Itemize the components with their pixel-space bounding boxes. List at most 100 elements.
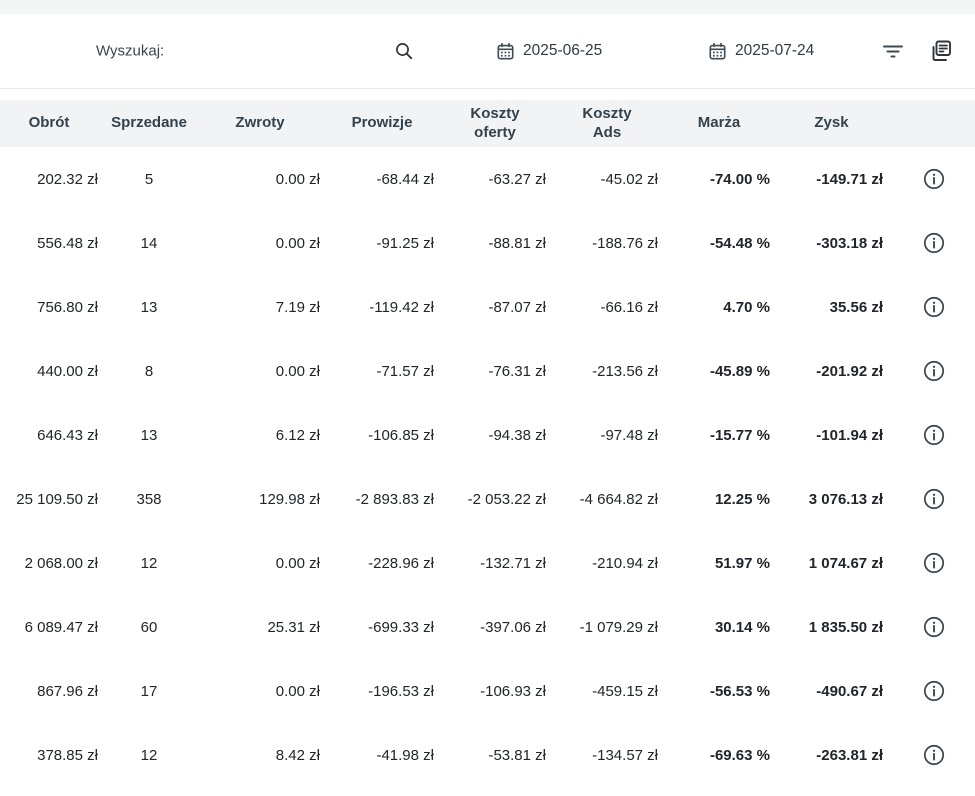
info-button[interactable] bbox=[923, 232, 945, 254]
table-row: 556.48 zł 14 0.00 zł -91.25 zł -88.81 zł… bbox=[0, 211, 975, 275]
info-button[interactable] bbox=[923, 744, 945, 766]
cell-prowizje: -699.33 zł bbox=[368, 618, 434, 636]
cell-obrot: 2 068.00 zł bbox=[24, 554, 98, 572]
calendar-icon bbox=[709, 42, 726, 60]
cell-koszty-ads: -134.57 zł bbox=[592, 746, 658, 764]
date-to-value: 2025-07-24 bbox=[735, 42, 815, 59]
cell-obrot: 556.48 zł bbox=[37, 234, 98, 252]
cell-sprzedane: 8 bbox=[144, 362, 154, 380]
cell-prowizje: -91.25 zł bbox=[376, 234, 434, 252]
cell-koszty-ads: -97.48 zł bbox=[600, 426, 658, 444]
cell-koszty-ads: -66.16 zł bbox=[600, 298, 658, 316]
cell-prowizje: -119.42 zł bbox=[369, 298, 434, 316]
cell-sprzedane: 13 bbox=[140, 298, 158, 316]
cell-info bbox=[893, 275, 975, 339]
info-button[interactable] bbox=[923, 616, 945, 638]
info-icon bbox=[923, 680, 945, 702]
top-strip bbox=[0, 0, 975, 14]
cell-koszty-ads: -4 664.82 zł bbox=[579, 490, 658, 508]
table-row: 646.43 zł 13 6.12 zł -106.85 zł -94.38 z… bbox=[0, 403, 975, 467]
cell-prowizje: -106.85 zł bbox=[368, 426, 434, 444]
cell-obrot: 202.32 zł bbox=[37, 170, 98, 188]
column-header-zwroty[interactable]: Zwroty bbox=[235, 114, 285, 132]
cell-info bbox=[893, 403, 975, 467]
search-icon bbox=[394, 41, 414, 61]
cell-zysk: -101.94 zł bbox=[816, 426, 883, 444]
cell-prowizje: -228.96 zł bbox=[368, 554, 434, 572]
column-header-koszty-oferty[interactable]: Koszty oferty bbox=[470, 104, 520, 141]
column-header-prowizje[interactable]: Prowizje bbox=[351, 114, 413, 132]
info-button[interactable] bbox=[923, 360, 945, 382]
column-header-zysk[interactable]: Zysk bbox=[814, 114, 849, 132]
column-header-obrot[interactable]: Obrót bbox=[28, 114, 70, 132]
cell-koszty-oferty: -87.07 zł bbox=[488, 298, 546, 316]
cell-sprzedane: 12 bbox=[140, 746, 158, 764]
cell-marza: 4.70 % bbox=[723, 298, 770, 316]
cell-koszty-oferty: -94.38 zł bbox=[488, 426, 546, 444]
cell-koszty-ads: -1 079.29 zł bbox=[579, 618, 658, 636]
cell-obrot: 756.80 zł bbox=[37, 298, 98, 316]
info-button[interactable] bbox=[923, 680, 945, 702]
cell-info bbox=[893, 659, 975, 723]
cell-info bbox=[893, 531, 975, 595]
cell-prowizje: -2 893.83 zł bbox=[355, 490, 434, 508]
cell-marza: 12.25 % bbox=[714, 490, 770, 508]
cell-obrot: 440.00 zł bbox=[37, 362, 98, 380]
table-row: 756.80 zł 13 7.19 zł -119.42 zł -87.07 z… bbox=[0, 275, 975, 339]
cell-marza: 30.14 % bbox=[714, 618, 770, 636]
table-header-row: Obrót Sprzedane Zwroty Prowizje Koszty o… bbox=[0, 100, 975, 147]
column-header-sprzedane[interactable]: Sprzedane bbox=[111, 114, 187, 132]
info-button[interactable] bbox=[923, 552, 945, 574]
date-to-picker[interactable]: 2025-07-24 bbox=[709, 42, 814, 60]
cell-koszty-ads: -213.56 zł bbox=[592, 362, 658, 380]
cell-info bbox=[893, 595, 975, 659]
table-row: 202.32 zł 5 0.00 zł -68.44 zł -63.27 zł … bbox=[0, 147, 975, 211]
cell-koszty-oferty: -132.71 zł bbox=[480, 554, 546, 572]
info-button[interactable] bbox=[923, 296, 945, 318]
info-icon bbox=[923, 616, 945, 638]
cell-koszty-ads: -459.15 zł bbox=[592, 682, 658, 700]
table-row: 867.96 zł 17 0.00 zł -196.53 zł -106.93 … bbox=[0, 659, 975, 723]
cell-zysk: -490.67 zł bbox=[816, 682, 883, 700]
cell-koszty-ads: -45.02 zł bbox=[600, 170, 658, 188]
info-button[interactable] bbox=[923, 168, 945, 190]
cell-zwroty: 0.00 zł bbox=[275, 170, 320, 188]
cell-obrot: 6 089.47 zł bbox=[24, 618, 98, 636]
info-icon bbox=[923, 360, 945, 382]
cell-koszty-oferty: -53.81 zł bbox=[488, 746, 546, 764]
cell-zwroty: 0.00 zł bbox=[275, 682, 320, 700]
cell-koszty-oferty: -76.31 zł bbox=[488, 362, 546, 380]
cell-obrot: 867.96 zł bbox=[37, 682, 98, 700]
cell-zysk: -303.18 zł bbox=[816, 234, 883, 252]
table-row: 378.85 zł 12 8.42 zł -41.98 zł -53.81 zł… bbox=[0, 723, 975, 787]
copy-list-button[interactable] bbox=[929, 40, 952, 63]
info-button[interactable] bbox=[923, 488, 945, 510]
cell-koszty-oferty: -63.27 zł bbox=[488, 170, 546, 188]
info-button[interactable] bbox=[923, 424, 945, 446]
info-icon bbox=[923, 424, 945, 446]
table-row: 25 109.50 zł 358 129.98 zł -2 893.83 zł … bbox=[0, 467, 975, 531]
cell-sprzedane: 5 bbox=[144, 170, 154, 188]
column-header-koszty-ads[interactable]: Koszty Ads bbox=[582, 104, 632, 141]
cell-marza: -74.00 % bbox=[709, 170, 770, 188]
column-header-marza[interactable]: Marża bbox=[697, 114, 741, 132]
date-from-picker[interactable]: 2025-06-25 bbox=[497, 42, 602, 60]
cell-sprzedane: 12 bbox=[140, 554, 158, 572]
cell-marza: 51.97 % bbox=[714, 554, 770, 572]
cell-zysk: 1 835.50 zł bbox=[808, 618, 883, 636]
cell-koszty-oferty: -88.81 zł bbox=[488, 234, 546, 252]
cell-marza: -54.48 % bbox=[709, 234, 770, 252]
info-icon bbox=[923, 744, 945, 766]
search-button[interactable] bbox=[394, 41, 414, 61]
filter-button[interactable] bbox=[882, 42, 904, 60]
search-input[interactable] bbox=[170, 37, 380, 65]
cell-prowizje: -71.57 zł bbox=[376, 362, 434, 380]
cell-zwroty: 7.19 zł bbox=[275, 298, 320, 316]
cell-sprzedane: 17 bbox=[140, 682, 158, 700]
info-icon bbox=[923, 552, 945, 574]
cell-zysk: -201.92 zł bbox=[816, 362, 883, 380]
cell-koszty-ads: -188.76 zł bbox=[592, 234, 658, 252]
cell-obrot: 25 109.50 zł bbox=[16, 490, 98, 508]
cell-marza: -69.63 % bbox=[709, 746, 770, 764]
cell-zwroty: 0.00 zł bbox=[275, 362, 320, 380]
